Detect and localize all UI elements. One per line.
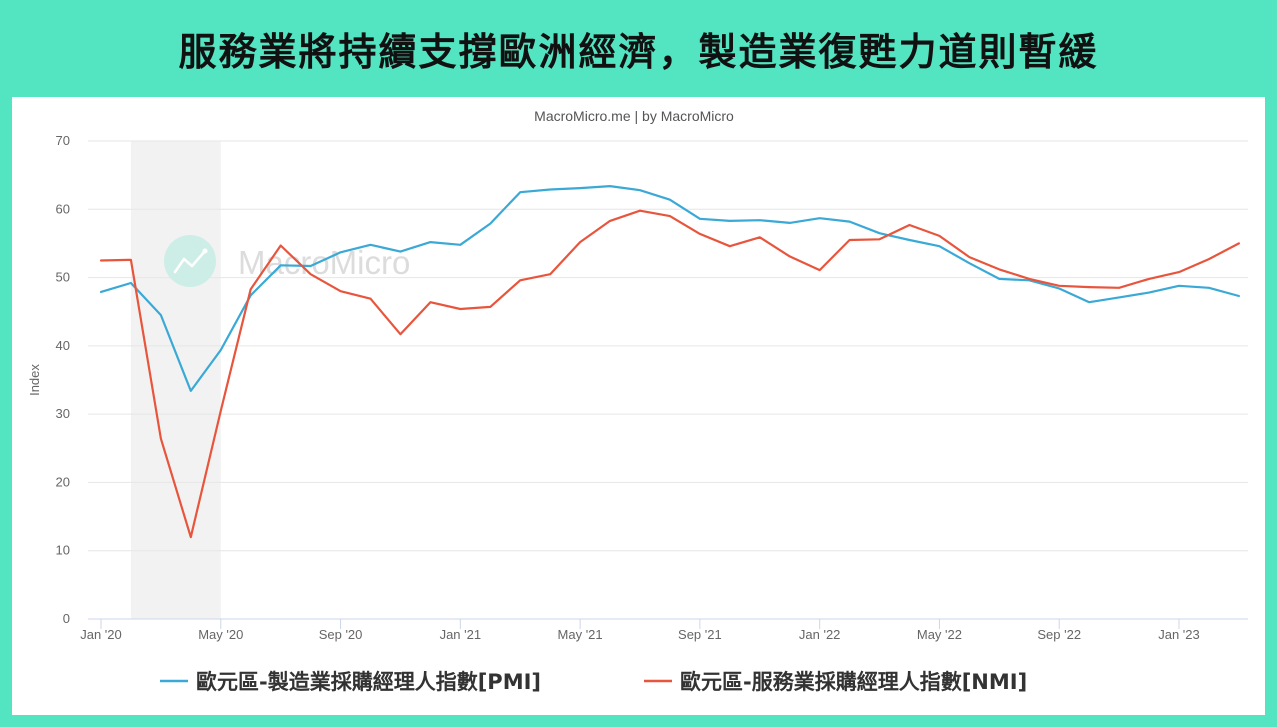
watermark-trend-icon	[173, 249, 207, 274]
x-tick-label: Sep '20	[319, 627, 363, 642]
axes: 0 10 20 30 40 50 60 70 Jan '20 May '20 Sep '20 Jan …	[56, 133, 1248, 642]
x-tick-label: Jan '22	[799, 627, 841, 642]
legend: 歐元區-製造業採購經理人指數[PMI] 歐元區-服務業採購經理人指數[NMI]	[160, 670, 1027, 694]
series-lines	[99, 185, 1240, 539]
y-tick-label: 10	[56, 543, 70, 558]
watermark-text: MacroMicro	[238, 244, 410, 281]
legend-label-pmi: 歐元區-製造業採購經理人指數[PMI]	[196, 670, 541, 694]
watermark-dot-icon	[202, 248, 208, 254]
x-tick-label: May '22	[917, 627, 962, 642]
chart-subtitle: MacroMicro.me | by MacroMicro	[534, 108, 734, 124]
x-tick-label: Sep '22	[1037, 627, 1081, 642]
y-tick-label: 40	[56, 338, 70, 353]
legend-item-pmi[interactable]: 歐元區-製造業採購經理人指數[PMI]	[160, 670, 541, 694]
watermark: MacroMicro	[164, 235, 410, 287]
x-tick-label: Jan '23	[1158, 627, 1200, 642]
watermark-logo-icon	[164, 235, 216, 287]
shaded-period	[130, 141, 221, 619]
x-tick-label: Sep '21	[678, 627, 722, 642]
y-tick-label: 20	[56, 474, 70, 489]
page-title: 服務業將持續支撐歐洲經濟，製造業復甦力道則暫緩	[178, 30, 1099, 74]
series-line-nmi	[99, 209, 1240, 539]
x-tick-label: May '21	[558, 627, 603, 642]
y-tick-label: 60	[56, 201, 70, 216]
x-tick-label: Jan '20	[80, 627, 122, 642]
shaded-period-layer	[130, 141, 221, 619]
y-tick-label: 30	[56, 406, 70, 421]
legend-label-nmi: 歐元區-服務業採購經理人指數[NMI]	[680, 670, 1027, 694]
y-tick-label: 0	[63, 611, 70, 626]
x-tick-label: Jan '21	[440, 627, 482, 642]
series-line-pmi	[99, 185, 1240, 392]
x-tick-label: May '20	[198, 627, 243, 642]
y-axis-title: Index	[27, 364, 42, 396]
gridlines	[88, 140, 1248, 552]
y-tick-label: 70	[56, 133, 70, 148]
legend-item-nmi[interactable]: 歐元區-服務業採購經理人指數[NMI]	[644, 670, 1027, 694]
y-tick-label: 50	[56, 270, 70, 285]
